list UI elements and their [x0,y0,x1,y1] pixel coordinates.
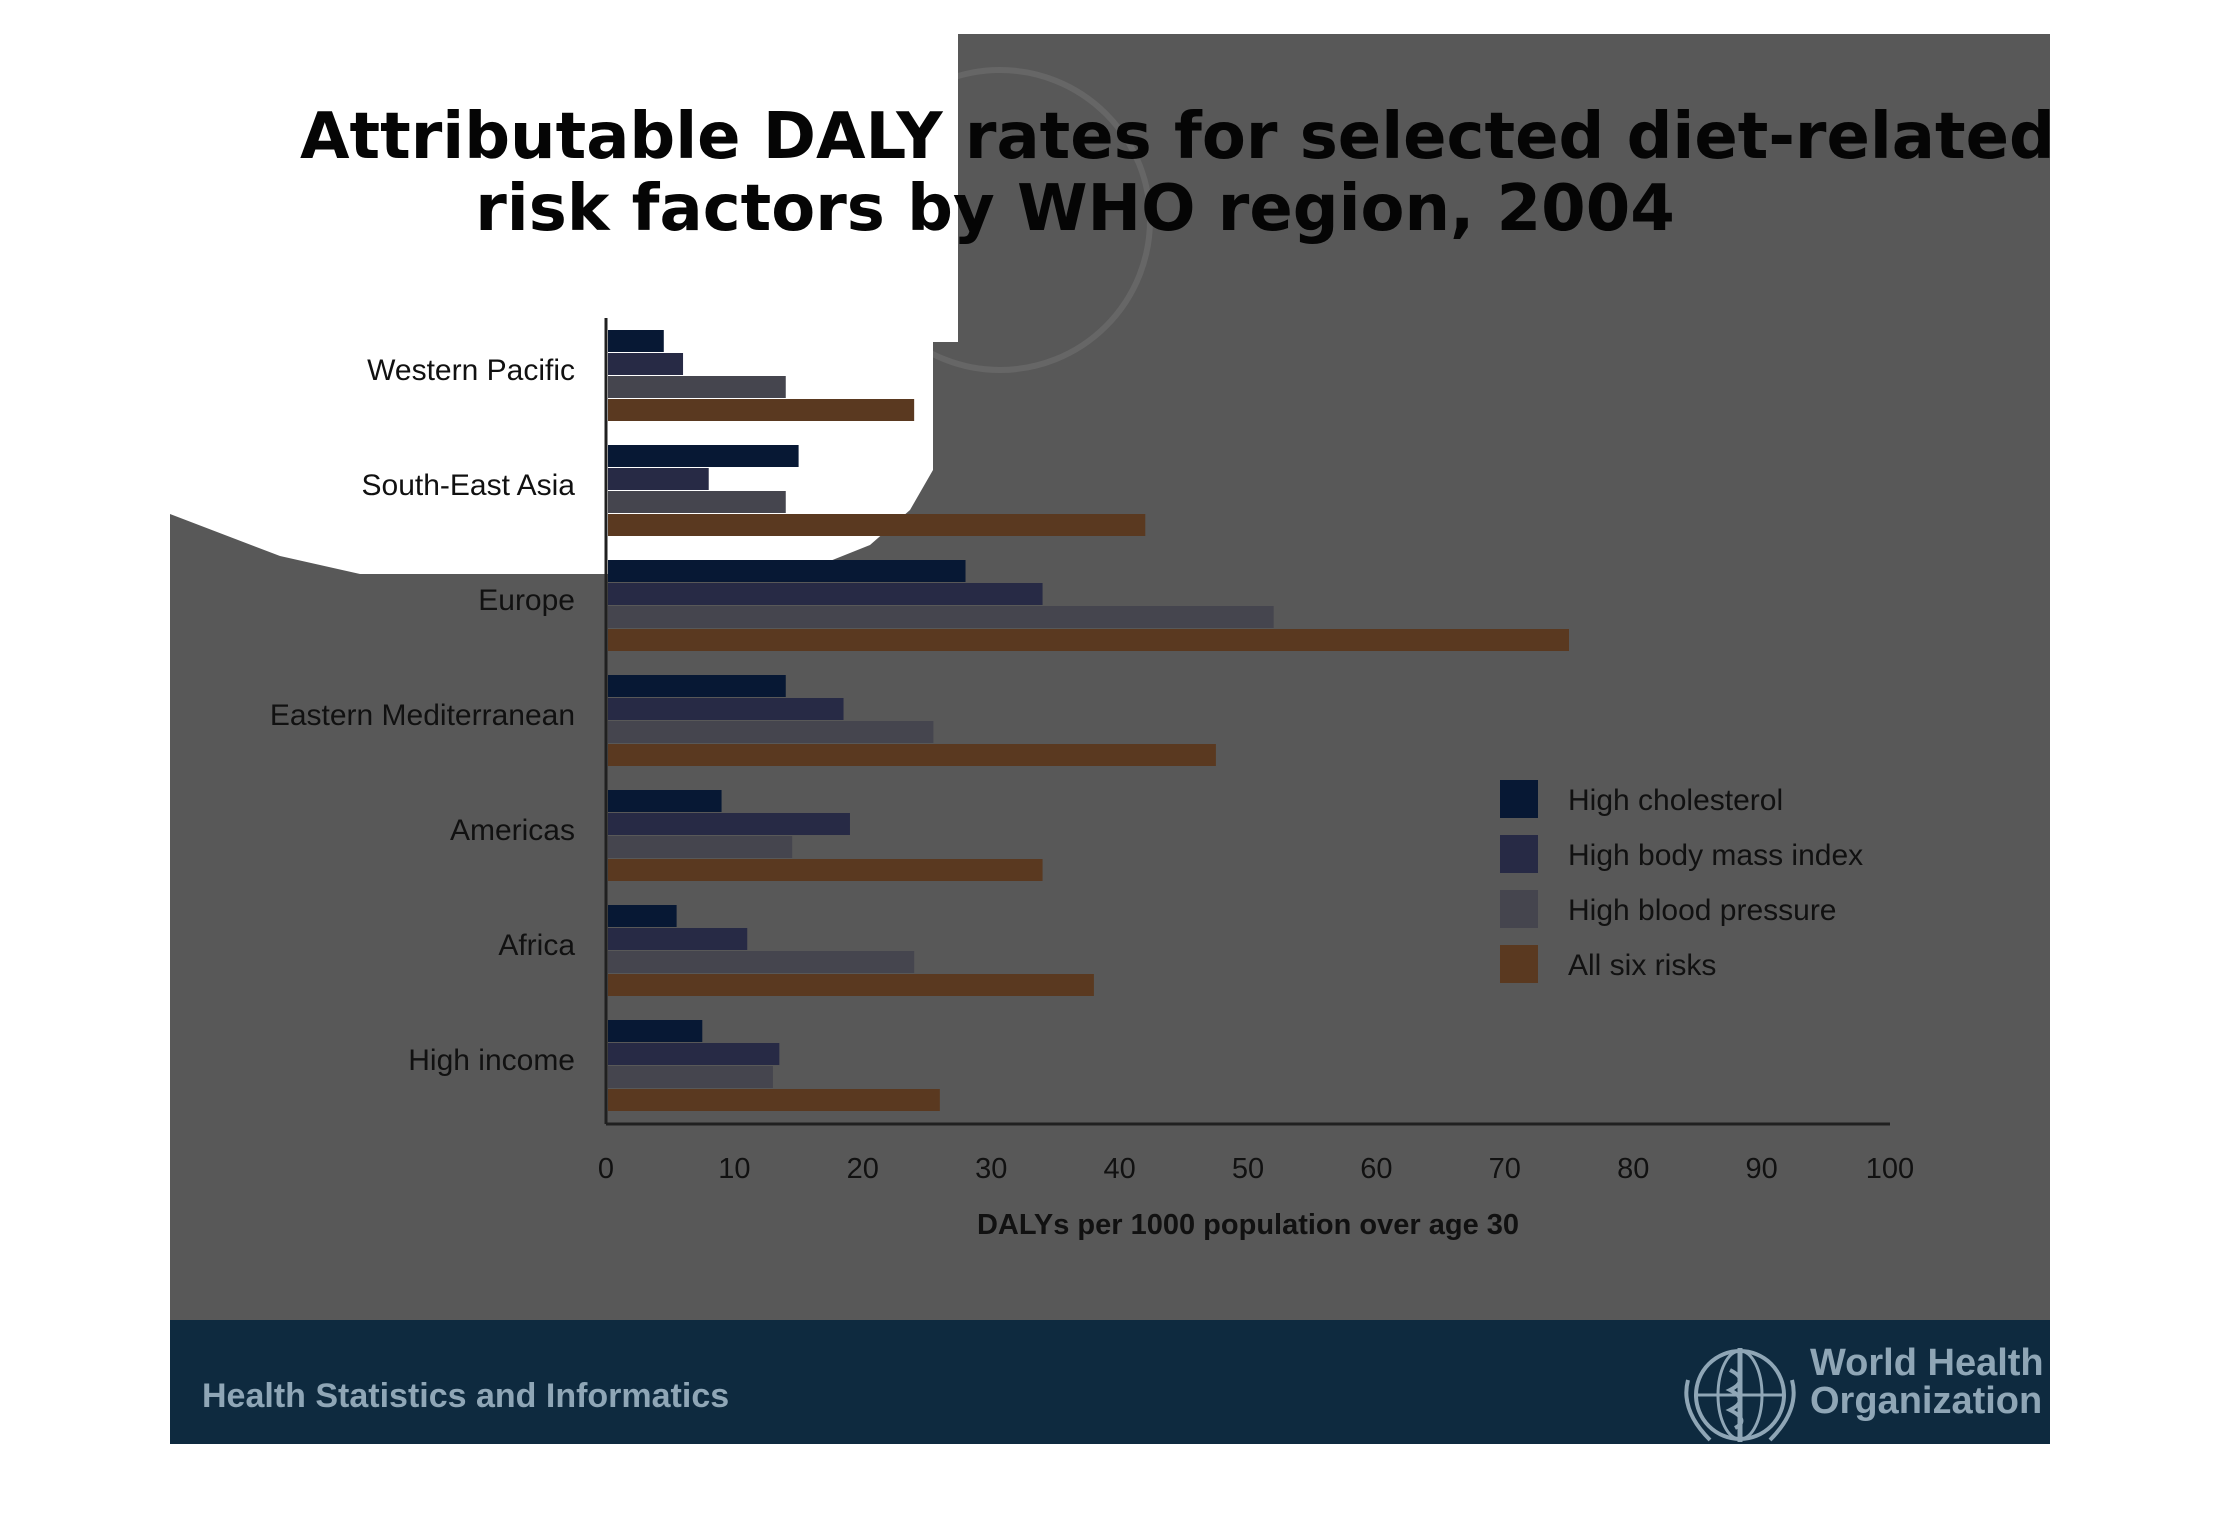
bar-americas-high-body-mass-index [608,813,850,835]
legend-swatch-high-blood-pressure [1500,890,1538,928]
footer-label: Health Statistics and Informatics [202,1377,730,1415]
bar-africa-high-blood-pressure [608,951,915,973]
legend-swatch-all-six-risks [1500,945,1538,983]
footer-band [170,1320,2050,1444]
bar-europe-all-six-risks [608,629,1569,651]
organization-name-line-2: Organization [1810,1380,2043,1422]
legend-swatch-high-cholesterol [1500,780,1538,818]
bar-americas-all-six-risks [608,859,1043,881]
who-emblem-icon [1684,1348,1796,1442]
bar-europe-high-cholesterol [608,560,966,582]
x-tick-label: 50 [1232,1153,1264,1185]
bar-western-pacific-high-body-mass-index [608,353,684,375]
x-tick-label: 80 [1617,1153,1649,1185]
x-tick-label: 10 [718,1153,750,1185]
legend: High cholesterol High body mass index High… [1500,780,1863,983]
legend-swatch-high-body-mass-index [1500,835,1538,873]
x-tick-label: 30 [975,1153,1007,1185]
bar-high-income-all-six-risks [608,1089,940,1111]
x-axis-label: DALYs per 1000 population over age 30 [977,1209,1519,1241]
bar-africa-high-cholesterol [608,905,677,927]
bar-high-income-high-cholesterol [608,1020,703,1042]
chart-title-line-2: risk factors by WHO region, 2004 [475,172,1675,246]
category-label-western-pacific: Western Pacific [367,354,575,387]
bar-eastern-mediterranean-high-body-mass-index [608,698,844,720]
legend-label-all-six-risks: All six risks [1568,949,1716,982]
legend-label-high-body-mass-index: High body mass index [1568,839,1863,872]
category-label-europe: Europe [478,584,575,617]
x-tick-labels: 0 10 20 30 40 50 60 70 80 90 100 [598,1153,1914,1185]
x-tick-label: 90 [1745,1153,1777,1185]
bars-layer [608,330,1569,1111]
bar-western-pacific-high-cholesterol [608,330,664,352]
x-tick-label: 100 [1866,1153,1914,1185]
bar-africa-high-body-mass-index [608,928,748,950]
bar-high-income-high-body-mass-index [608,1043,780,1065]
legend-label-high-blood-pressure: High blood pressure [1568,894,1837,927]
bar-europe-high-blood-pressure [608,606,1274,628]
bar-south-east-asia-high-blood-pressure [608,491,786,513]
x-tick-label: 20 [847,1153,879,1185]
bar-western-pacific-high-blood-pressure [608,376,786,398]
category-label-eastern-mediterranean: Eastern Mediterranean [270,699,575,732]
white-overlay-region [0,0,958,574]
bar-africa-all-six-risks [608,974,1094,996]
bar-americas-high-cholesterol [608,790,722,812]
bar-western-pacific-all-six-risks [608,399,915,421]
x-tick-label: 70 [1489,1153,1521,1185]
x-tick-label: 0 [598,1153,614,1185]
bar-eastern-mediterranean-all-six-risks [608,744,1216,766]
bar-europe-high-body-mass-index [608,583,1043,605]
x-tick-label: 60 [1360,1153,1392,1185]
x-tick-label: 40 [1103,1153,1135,1185]
bar-high-income-high-blood-pressure [608,1066,773,1088]
organization-name-line-1: World Health [1810,1342,2044,1384]
white-top-band [0,0,2216,34]
category-label-high-income: High income [408,1044,575,1077]
bar-eastern-mediterranean-high-cholesterol [608,675,786,697]
chart-title-line-1: Attributable DALY rates for selected die… [300,100,2055,174]
legend-label-high-cholesterol: High cholesterol [1568,784,1783,817]
bar-south-east-asia-high-body-mass-index [608,468,709,490]
category-label-americas: Americas [450,814,575,847]
bar-americas-high-blood-pressure [608,836,793,858]
category-labels: Western Pacific South-East Asia Europe East… [270,354,575,1077]
bar-south-east-asia-all-six-risks [608,514,1146,536]
bar-south-east-asia-high-cholesterol [608,445,799,467]
category-label-south-east-asia: South-East Asia [362,469,576,502]
category-label-africa: Africa [498,929,575,962]
organization-name: World Health Organization [1810,1342,2044,1422]
bar-eastern-mediterranean-high-blood-pressure [608,721,934,743]
